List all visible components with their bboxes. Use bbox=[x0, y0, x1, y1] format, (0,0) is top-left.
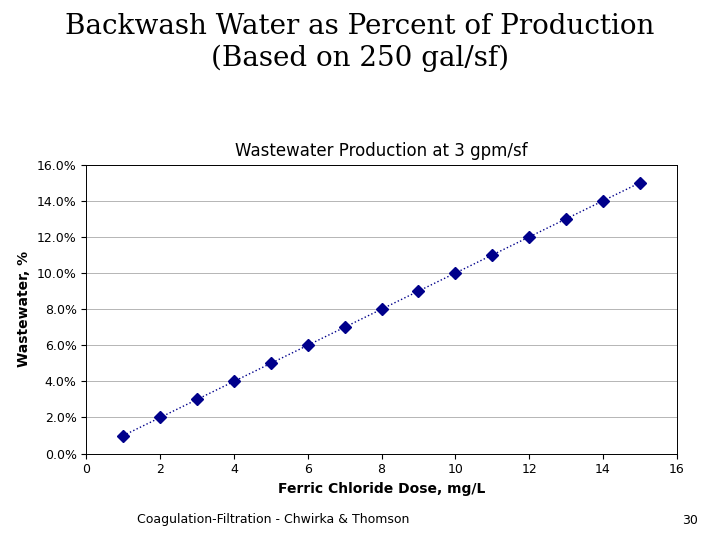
X-axis label: Ferric Chloride Dose, mg/L: Ferric Chloride Dose, mg/L bbox=[278, 482, 485, 496]
Title: Wastewater Production at 3 gpm/sf: Wastewater Production at 3 gpm/sf bbox=[235, 143, 528, 160]
Text: Backwash Water as Percent of Production
(Based on 250 gal/sf): Backwash Water as Percent of Production … bbox=[66, 14, 654, 72]
Text: Coagulation-Filtration - Chwirka & Thomson: Coagulation-Filtration - Chwirka & Thoms… bbox=[138, 514, 410, 526]
Y-axis label: Wastewater, %: Wastewater, % bbox=[17, 251, 31, 367]
Text: 30: 30 bbox=[683, 514, 698, 526]
